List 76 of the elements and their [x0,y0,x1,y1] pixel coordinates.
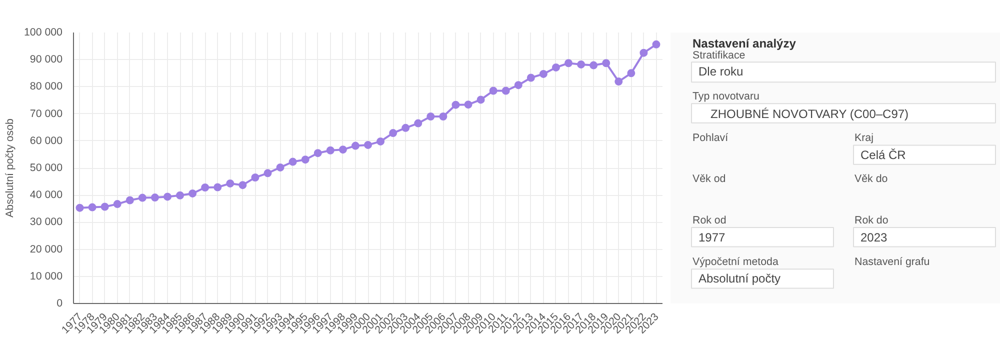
text: ZHOUBNÉ NOVOTVARY (C00–C97) [710,107,909,122]
point [276,163,284,172]
point [489,86,498,95]
point [627,69,636,78]
text: Věk do [854,172,888,185]
y-tick-label: 90 000 [30,54,63,66]
point [602,59,610,68]
y-tick-label: 20 000 [30,243,63,256]
text: Kraj [854,132,874,144]
point [577,60,586,68]
point [188,189,197,198]
point [502,86,510,95]
y-tick-label: 100 000 [24,26,63,38]
point [426,112,435,121]
point [376,137,385,146]
point [288,158,297,166]
point [402,124,410,132]
point [150,194,159,202]
text: Rok od [692,214,726,226]
point [301,156,310,164]
point [439,112,448,121]
point [100,202,109,211]
text: 2023 [860,230,888,245]
point [351,142,360,150]
point [652,40,660,48]
point [414,119,422,128]
y-tick-label: 40 000 [30,189,63,202]
point [452,100,460,109]
point [88,203,96,212]
point [338,146,347,154]
text: Pohlaví [692,132,728,144]
point [113,200,122,208]
y-tick-label: 60 000 [30,134,63,147]
point [590,61,598,70]
point [514,81,522,90]
point [251,173,260,182]
y-axis-title: Absolutní počty osob [4,118,16,218]
text: Stratifikace [692,50,746,62]
y-tick-label: 30 000 [30,216,63,228]
y-tick-label: 10 000 [30,270,63,282]
point [539,70,548,78]
point [138,194,146,202]
point [264,169,272,178]
point [640,48,648,57]
point [76,204,84,212]
point [364,140,372,149]
point [464,100,472,109]
point [201,184,210,192]
text: Nastavení analýzy [692,36,796,51]
text: 1977 [698,230,726,245]
point [163,192,172,201]
text: Výpočetní metoda [692,256,778,268]
point [564,59,573,68]
point [238,181,247,190]
point [552,63,560,72]
y-tick-label: 50 000 [30,162,63,174]
point [526,74,535,82]
text: Typ novotvaru [692,90,760,102]
point [476,96,485,104]
text: Dle roku [698,64,744,79]
point [326,146,334,154]
text: Rok do [854,214,888,226]
y-tick-label: 70 000 [30,108,63,120]
point [614,78,623,86]
point [176,191,184,200]
point [214,183,222,192]
text: Nastavení grafu [854,256,930,268]
point [126,196,134,204]
y-tick-label: 80 000 [30,80,63,93]
point [226,179,234,188]
text: Absolutní počty [698,272,781,286]
y-tick-label: 0 [56,298,63,310]
point [314,149,322,158]
text: Věk od [692,172,726,185]
point [389,129,398,138]
text: Celá ČR [860,148,906,162]
